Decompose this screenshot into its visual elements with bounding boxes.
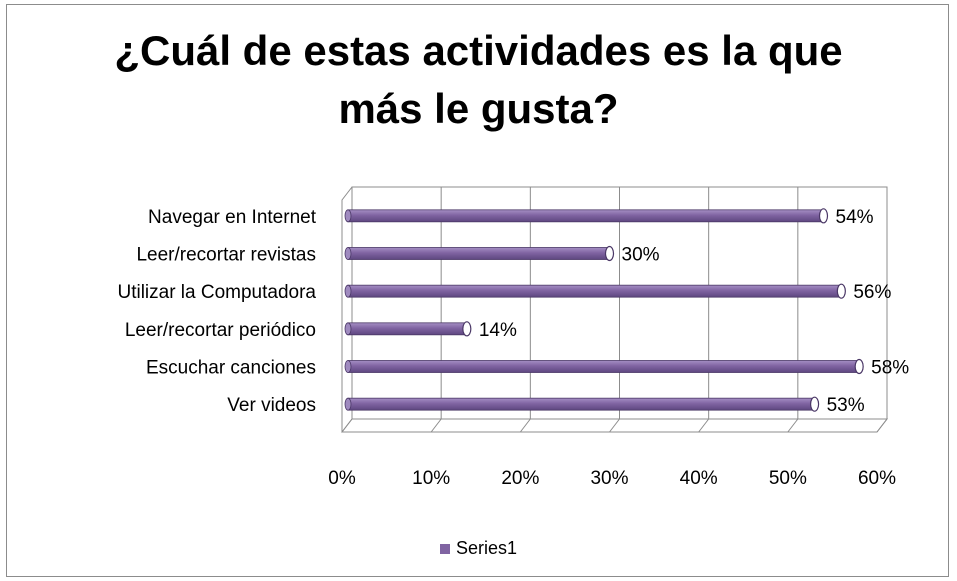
bar-base [344, 322, 352, 336]
legend: Series1 [440, 538, 517, 559]
category-label: Escuchar canciones [146, 358, 316, 379]
x-tick-label: 40% [680, 468, 718, 489]
floor-gridline [341, 418, 353, 433]
bar-cap [854, 358, 864, 375]
floor-gridline [698, 418, 710, 433]
x-tick-label: 0% [328, 468, 356, 489]
bar-cap [462, 321, 472, 337]
category-label: Navegar en Internet [148, 207, 317, 228]
chart-title: ¿Cuál de estas actividades es la que más… [0, 22, 957, 138]
data-label: 53% [827, 395, 865, 416]
bar [347, 360, 860, 373]
bar-base [344, 209, 352, 223]
data-label: 14% [479, 320, 517, 341]
chart-title-line-1: ¿Cuál de estas actividades es la que [114, 27, 843, 74]
legend-swatch [440, 543, 450, 554]
data-label: 58% [871, 358, 909, 379]
x-tick-label: 60% [858, 468, 896, 489]
x-tick-label: 50% [769, 468, 807, 489]
data-label: 30% [622, 245, 660, 266]
data-label: 54% [836, 207, 874, 228]
floor-gridline [609, 418, 620, 433]
side-wall [341, 186, 353, 432]
bar [347, 397, 815, 411]
category-label: Leer/recortar revistas [136, 245, 316, 266]
bar-cap [818, 208, 829, 224]
bar-base [344, 397, 352, 411]
bar-base [344, 247, 352, 260]
floor-gridline [876, 418, 888, 433]
bar [347, 284, 842, 298]
legend-label: Series1 [456, 538, 518, 558]
x-tick-label: 10% [412, 468, 450, 489]
bar-base [344, 284, 352, 298]
category-label: Ver videos [227, 395, 316, 416]
data-label: 56% [853, 282, 891, 303]
floor-gridline [519, 418, 531, 433]
bar-cap [836, 283, 846, 299]
floor-gridline [430, 418, 442, 433]
bar [347, 322, 468, 336]
bar-base [344, 360, 352, 373]
floor-gridline [787, 418, 799, 433]
x-tick-label: 20% [501, 468, 539, 489]
chart-title-line-2: más le gusta? [338, 85, 619, 132]
category-label: Utilizar la Computadora [117, 282, 316, 303]
bar-cap [604, 245, 615, 262]
bar-cap [809, 396, 820, 412]
x-tick-label: 30% [590, 468, 628, 489]
category-label: Leer/recortar periódico [125, 320, 316, 341]
bar [347, 247, 610, 260]
bar [347, 209, 824, 223]
